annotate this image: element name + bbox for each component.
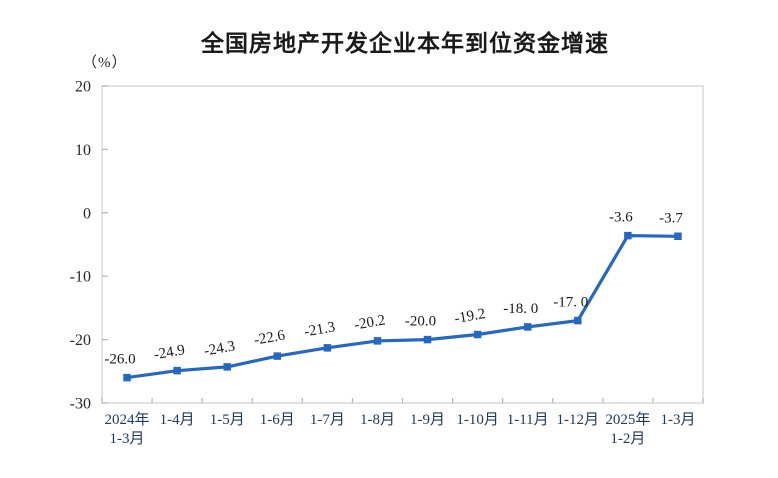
x-tick-label: 1-10月 (456, 412, 499, 428)
x-tick-label: 1-11月 (507, 412, 549, 428)
series-line (125, 234, 680, 380)
y-tick-label: 0 (83, 205, 91, 222)
x-tick-label: 2025年 1-2月 (605, 411, 650, 447)
x-tick-label: 2024年 1-3月 (105, 411, 150, 447)
plot-area-border (101, 85, 704, 404)
y-axis-unit-label: （%） (82, 55, 128, 71)
data-point-marker (624, 231, 632, 240)
data-point-label: -20.2 (353, 312, 387, 333)
x-tick-label: 1-6月 (260, 412, 295, 428)
data-point-label: -18. 0 (503, 301, 538, 317)
data-point-label: -3.7 (659, 210, 683, 226)
data-point-marker (323, 344, 332, 352)
y-tick-label: -30 (70, 396, 91, 413)
data-point-marker (223, 363, 231, 371)
data-point-label: -26.0 (104, 352, 135, 368)
x-tick-label: 1-5月 (210, 412, 245, 428)
data-point-marker (674, 232, 682, 241)
data-point-label: -24.9 (153, 342, 187, 363)
data-point-marker (523, 323, 532, 331)
data-point-marker (273, 352, 282, 360)
x-tick-label: 1-8月 (360, 412, 395, 428)
data-point-marker (473, 330, 482, 339)
y-tick-label: -10 (70, 269, 91, 286)
y-tick-label: -20 (70, 332, 91, 349)
x-tick-label: 1-7月 (310, 412, 345, 428)
data-point-marker (173, 366, 181, 375)
x-tick-label: 1-4月 (160, 412, 195, 428)
data-point-label: -19.2 (453, 306, 487, 327)
chart-title: 全国房地产开发企业本年到位资金增速 (201, 30, 609, 56)
y-tick-label: 10 (75, 142, 91, 159)
data-point-label: -24.3 (203, 338, 237, 359)
data-point-label: -17. 0 (553, 295, 588, 311)
data-point-label: -21.3 (303, 319, 337, 340)
x-tick-label: 1-9月 (410, 412, 445, 428)
x-tick-label: 1-12月 (557, 412, 600, 428)
data-point-label: -20.0 (405, 314, 436, 330)
data-point-marker (123, 373, 131, 382)
data-point-label: -3.6 (609, 210, 633, 226)
data-point-marker (574, 316, 582, 325)
data-point-label: -22.6 (253, 327, 287, 348)
data-point-marker (373, 337, 382, 345)
y-tick-label: 20 (75, 79, 91, 96)
data-point-marker (423, 335, 432, 344)
x-tick-label: 1-3月 (660, 412, 695, 428)
